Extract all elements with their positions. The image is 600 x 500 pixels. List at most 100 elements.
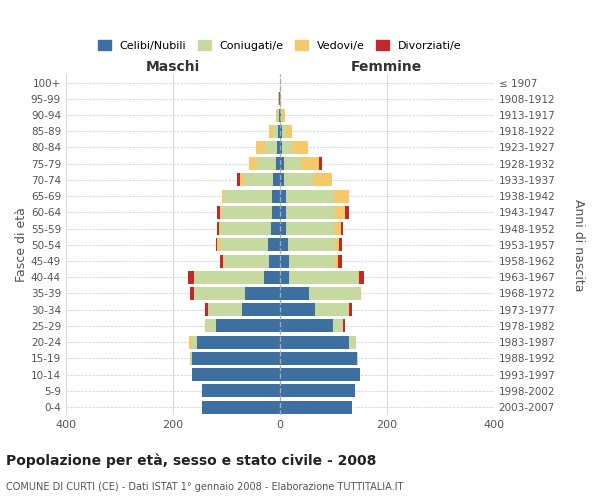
Bar: [280, 238, 288, 252]
Bar: [224, 190, 272, 202]
Bar: [277, 141, 280, 154]
Bar: [197, 336, 280, 348]
Bar: [358, 271, 359, 283]
Bar: [244, 174, 274, 186]
Bar: [190, 352, 191, 365]
Bar: [272, 206, 280, 219]
Bar: [359, 271, 364, 283]
Bar: [188, 271, 194, 283]
Bar: [280, 125, 283, 138]
Bar: [284, 174, 313, 186]
Bar: [217, 238, 220, 252]
Bar: [250, 157, 257, 170]
Text: Femmine: Femmine: [351, 60, 422, 74]
Bar: [220, 206, 221, 219]
Bar: [269, 125, 274, 138]
Bar: [280, 352, 358, 365]
Bar: [272, 190, 280, 202]
Bar: [271, 222, 280, 235]
Bar: [208, 303, 242, 316]
Bar: [220, 238, 268, 252]
Bar: [349, 303, 352, 316]
Bar: [280, 174, 284, 186]
Text: Popolazione per età, sesso e stato civile - 2008: Popolazione per età, sesso e stato civil…: [6, 454, 376, 468]
Bar: [189, 336, 191, 348]
Bar: [335, 206, 345, 219]
Bar: [223, 254, 224, 268]
Bar: [280, 190, 286, 202]
Bar: [265, 141, 277, 154]
Bar: [341, 222, 343, 235]
Bar: [268, 238, 280, 252]
Bar: [217, 222, 220, 235]
Bar: [205, 320, 215, 332]
Bar: [339, 238, 342, 252]
Bar: [286, 190, 334, 202]
Bar: [280, 222, 286, 235]
Bar: [276, 157, 280, 170]
Bar: [335, 254, 338, 268]
Bar: [301, 157, 319, 170]
Bar: [220, 222, 271, 235]
Bar: [288, 238, 335, 252]
Bar: [280, 320, 333, 332]
Bar: [278, 125, 280, 138]
Bar: [280, 206, 286, 219]
Bar: [334, 222, 341, 235]
Bar: [284, 157, 301, 170]
Bar: [345, 206, 349, 219]
Bar: [221, 190, 224, 202]
Bar: [194, 271, 264, 283]
Bar: [286, 206, 335, 219]
Bar: [190, 287, 194, 300]
Bar: [202, 400, 280, 413]
Bar: [280, 141, 283, 154]
Bar: [191, 368, 280, 381]
Bar: [289, 271, 358, 283]
Bar: [275, 108, 277, 122]
Bar: [202, 384, 280, 398]
Text: COMUNE DI CURTI (CE) - Dati ISTAT 1° gennaio 2008 - Elaborazione TUTTITALIA.IT: COMUNE DI CURTI (CE) - Dati ISTAT 1° gen…: [6, 482, 403, 492]
Bar: [280, 400, 352, 413]
Bar: [242, 303, 280, 316]
Bar: [245, 287, 280, 300]
Bar: [280, 108, 281, 122]
Bar: [309, 287, 360, 300]
Bar: [194, 287, 245, 300]
Bar: [215, 320, 280, 332]
Bar: [280, 254, 289, 268]
Bar: [216, 238, 217, 252]
Bar: [280, 384, 355, 398]
Bar: [224, 254, 269, 268]
Bar: [283, 125, 286, 138]
Bar: [274, 125, 278, 138]
Bar: [239, 174, 244, 186]
Bar: [313, 174, 332, 186]
Bar: [280, 157, 284, 170]
Bar: [349, 336, 356, 348]
Bar: [289, 254, 335, 268]
Bar: [279, 108, 280, 122]
Bar: [205, 303, 208, 316]
Bar: [264, 271, 280, 283]
Bar: [334, 190, 349, 202]
Bar: [221, 206, 272, 219]
Bar: [333, 320, 343, 332]
Y-axis label: Anni di nascita: Anni di nascita: [572, 198, 585, 291]
Bar: [286, 125, 292, 138]
Bar: [257, 157, 276, 170]
Bar: [237, 174, 239, 186]
Bar: [280, 271, 289, 283]
Bar: [335, 238, 339, 252]
Bar: [338, 254, 342, 268]
Bar: [256, 141, 265, 154]
Y-axis label: Fasce di età: Fasce di età: [15, 208, 28, 282]
Bar: [280, 287, 309, 300]
Bar: [281, 108, 283, 122]
Bar: [319, 157, 322, 170]
Text: Maschi: Maschi: [146, 60, 200, 74]
Bar: [277, 108, 279, 122]
Bar: [280, 92, 281, 106]
Bar: [343, 320, 344, 332]
Bar: [283, 141, 292, 154]
